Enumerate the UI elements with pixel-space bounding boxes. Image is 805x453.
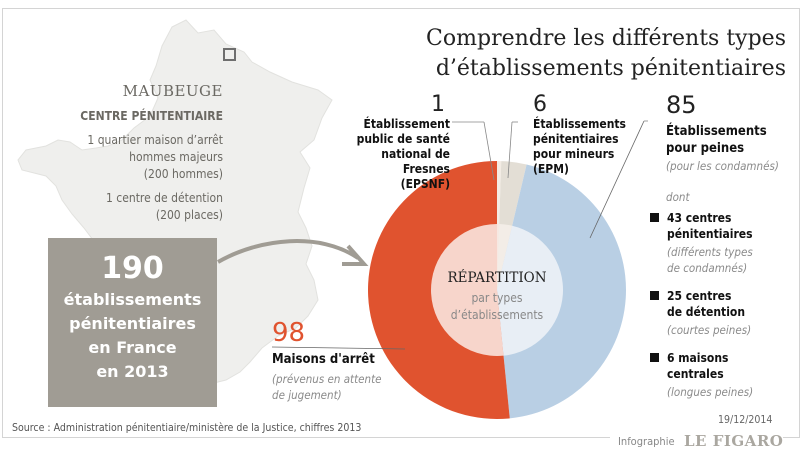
label-line: pour mineurs (533, 147, 615, 161)
slice-epm-inner (497, 224, 513, 290)
label-line: Établissements (666, 124, 767, 139)
sub-item-note: (courtes peines) (667, 322, 805, 338)
sub-title-line: centrales (667, 367, 724, 381)
label-line: national de (381, 147, 450, 161)
slice-peines-inner (497, 225, 564, 356)
sub-title-line: 25 centres (667, 289, 732, 303)
total-box: 190 établissements pénitentiaires en Fra… (48, 238, 217, 407)
detail-line: (200 places) (155, 208, 223, 222)
square-bullet-icon (650, 213, 659, 222)
sub-note-line: (longues peines) (667, 385, 754, 399)
leader-line-peines (589, 120, 645, 239)
brand-logo: LE FIGARO (684, 432, 784, 450)
center-subtitle-line: d’établissements (450, 308, 544, 322)
peines-label: Établissements pour peines (666, 123, 767, 157)
credit-label: Infographie (618, 435, 675, 448)
sub-title-line: 43 centres (667, 211, 732, 225)
sub-item-title: 6 maisons centrales (667, 350, 805, 382)
total-label-line: en France (88, 338, 177, 357)
sub-item-title: 43 centres pénitentiaires (667, 210, 805, 242)
facility-detail-centre: 1 centre de détention (200 places) (106, 190, 223, 224)
label-line: Établissements (533, 117, 626, 131)
square-bullet-icon (650, 291, 659, 300)
arret-note: (prévenus en attente de jugement) (272, 371, 382, 403)
frame-border (783, 437, 800, 438)
detail-line: 1 quartier maison d’arrêt (87, 133, 223, 147)
sub-note-line: de condamnés) (667, 261, 748, 275)
total-label: établissements pénitentiaires en France … (48, 288, 217, 384)
title-line: Comprendre les différents types (426, 26, 786, 51)
note-line: de jugement) (272, 388, 342, 402)
sub-title-line: 6 maisons (667, 351, 729, 365)
chart-center-title: RÉPARTITION (447, 270, 547, 286)
leader-line-epm (507, 121, 513, 179)
total-label-line: pénitentiaires (69, 314, 196, 333)
publication-date: 19/12/2014 (718, 414, 773, 426)
sub-title-line: pénitentiaires (667, 227, 753, 241)
title-line: d’établissements pénitentiaires (435, 56, 786, 81)
total-number: 190 (101, 251, 164, 286)
label-line: pour peines (666, 141, 745, 156)
label-line: (EPM) (533, 162, 569, 176)
peines-note: (pour les condamnés) (666, 159, 779, 173)
sub-item-note: (longues peines) (667, 384, 805, 400)
epm-value: 6 (533, 92, 547, 117)
note-line: (prévenus en attente (272, 372, 382, 386)
leader-line-arret (271, 346, 406, 350)
slice-epsnf-inner (497, 224, 500, 290)
leader-line-epsnf (483, 121, 495, 181)
label-line: public de santé (356, 132, 450, 146)
detail-line: 1 centre de détention (105, 191, 223, 205)
peines-dont: dont (666, 190, 690, 204)
facility-detail-quartier: 1 quartier maison d’arrêt hommes majeurs… (87, 132, 223, 183)
sub-item-title: 25 centres de détention (667, 288, 805, 320)
square-bullet-icon (650, 353, 659, 362)
sub-note-line: (différents types (667, 245, 753, 259)
page-title: Comprendre les différents types d’établi… (396, 24, 786, 84)
label-line: pénitentiaires (533, 132, 619, 146)
sub-item-note: (différents types de condamnés) (667, 244, 805, 276)
chart-center-subtitle: par types d’établissements (432, 290, 562, 324)
arret-value: 98 (272, 318, 306, 348)
detail-line: (200 hommes) (143, 167, 223, 181)
infographic-frame (2, 8, 800, 438)
source-note: Source : Administration pénitentiaire/mi… (12, 422, 362, 434)
label-line: Fresnes (EPSNF) (400, 162, 450, 191)
center-subtitle-line: par types (471, 291, 523, 305)
total-label-line: en 2013 (96, 362, 169, 381)
arret-label: Maisons d'arrêt (272, 352, 375, 367)
facility-type: CENTRE PÉNITENTIAIRE (80, 109, 223, 123)
detail-line: hommes majeurs (129, 150, 223, 164)
epsnf-label: Établissement public de santé national d… (350, 117, 450, 192)
sub-note-line: (courtes peines) (667, 323, 752, 337)
sub-title-line: de détention (667, 305, 745, 319)
arrow-head-icon (342, 244, 369, 266)
peines-value: 85 (666, 91, 697, 119)
total-label-line: établissements (63, 290, 202, 309)
frame-border (2, 437, 610, 438)
arrow-connector (217, 239, 360, 264)
city-name: MAUBEUGE (122, 82, 223, 100)
epm-label: Établissements pénitentiaires pour mineu… (533, 117, 626, 177)
epsnf-value: 1 (431, 92, 445, 117)
slice-arret-inner (431, 224, 504, 357)
label-line: Établissement (363, 117, 450, 131)
maubeuge-marker (223, 48, 236, 61)
